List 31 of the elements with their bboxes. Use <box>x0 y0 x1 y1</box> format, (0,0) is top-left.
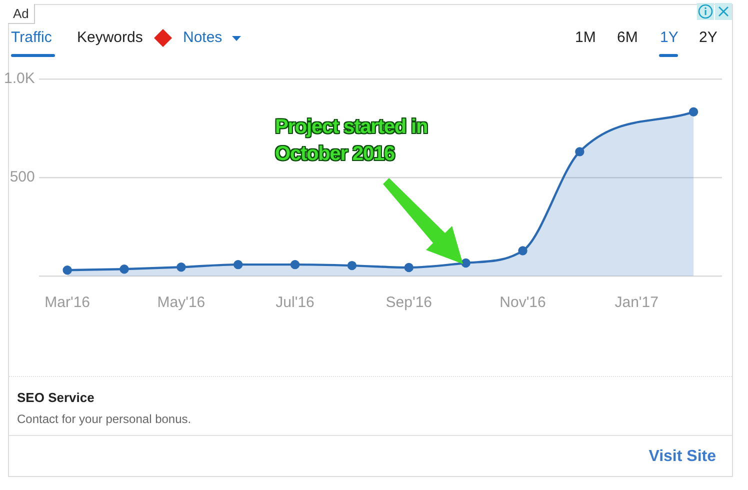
text: 1M <box>575 29 596 46</box>
x-tick-label: Jan'17 <box>614 294 658 312</box>
annotation: Project started in October 2016 <box>275 115 429 167</box>
point <box>347 260 357 270</box>
point <box>575 147 584 156</box>
y-tick-label: 1.0K <box>4 70 35 88</box>
x-tick-label: Mar'16 <box>44 294 90 312</box>
point <box>176 262 186 272</box>
point <box>234 260 243 270</box>
text: Traffic <box>11 29 52 46</box>
x-tick-label: Nov'16 <box>500 294 546 312</box>
x-tick-label: Jul'16 <box>276 294 314 312</box>
text: Notes <box>183 29 222 46</box>
text: Visit Site <box>648 448 716 466</box>
text: Contact for your personal bonus. <box>17 412 192 426</box>
text: 2Y <box>699 29 718 46</box>
x-tick-label: May'16 <box>157 294 206 312</box>
point <box>290 260 300 270</box>
point <box>404 262 414 272</box>
point <box>688 107 698 116</box>
text: SEO Service <box>17 390 94 405</box>
text: 6M <box>617 29 638 46</box>
text: 1Y <box>660 29 678 46</box>
text: Keywords <box>77 29 143 46</box>
y-tick-label: 500 <box>10 168 35 186</box>
point <box>62 265 72 275</box>
x-tick-label: Sep'16 <box>386 294 432 312</box>
point <box>120 264 129 274</box>
text: Ad <box>8 4 35 24</box>
point <box>461 258 470 268</box>
point <box>518 246 528 256</box>
